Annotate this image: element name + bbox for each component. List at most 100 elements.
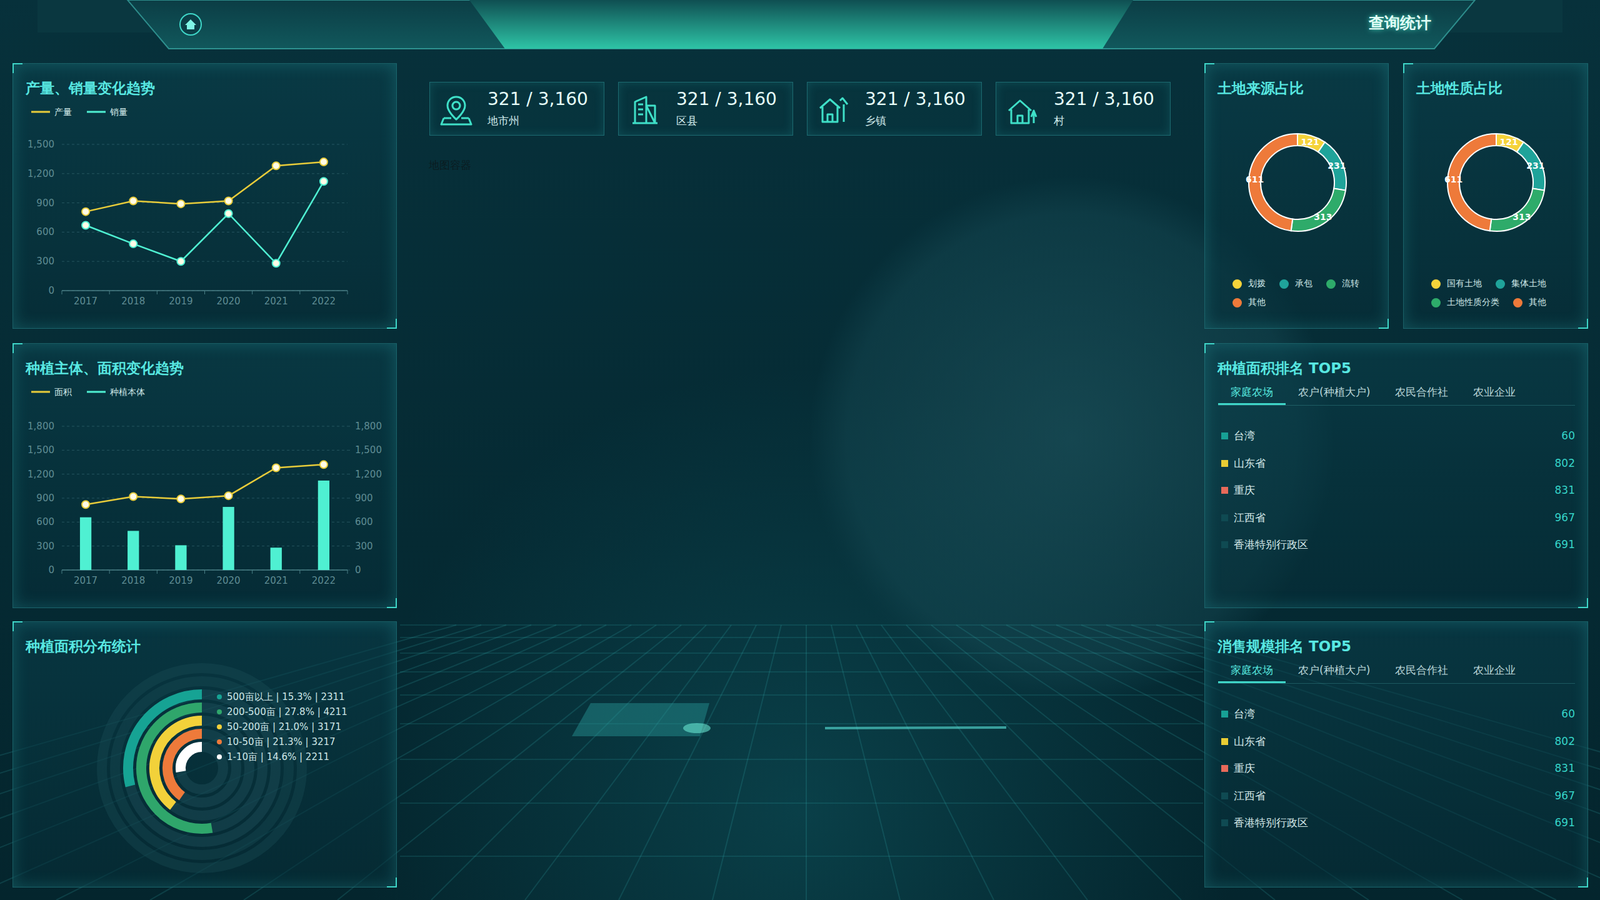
ranking-name: 香港特别行政区 <box>1233 536 1309 553</box>
legend-item: 土地性质分类 <box>1431 296 1500 309</box>
tab[interactable]: 农户(种植大户) <box>1285 382 1383 405</box>
ranking-name: 山东省 <box>1233 733 1266 750</box>
stat-icon <box>1005 91 1040 127</box>
y2-tick-label: 1,200 <box>355 468 382 480</box>
ranking-swatch <box>1221 514 1229 522</box>
stat-card: 321 / 3,160地市州 <box>429 81 605 136</box>
floor-line <box>856 625 994 900</box>
ranking-name: 山东省 <box>1233 455 1266 472</box>
x-tick-label: 2022 <box>311 575 336 587</box>
floor-line <box>431 625 707 900</box>
ranking-name: 香港特别行政区 <box>1233 814 1309 831</box>
tab[interactable]: 农民合作社 <box>1382 382 1461 405</box>
ranking-swatch <box>1221 738 1229 745</box>
y-tick-label: 1,500 <box>27 444 55 456</box>
data-label: 121 <box>1300 136 1319 147</box>
y-tick-label: 1,500 <box>27 138 55 150</box>
bar <box>175 545 187 570</box>
y-tick-label: 600 <box>36 226 55 238</box>
grid-line <box>61 173 348 174</box>
tabs: 家庭农场农户(种植大户)农民合作社农业企业 <box>1218 382 1575 406</box>
legend-dot <box>216 709 222 715</box>
header-center <box>469 0 1134 49</box>
y2-tick <box>347 450 350 451</box>
x-tick <box>61 570 63 574</box>
track <box>154 720 250 816</box>
legend-item: 承包 <box>1279 278 1313 290</box>
y-tick-label: 300 <box>36 540 55 552</box>
point <box>320 158 328 166</box>
stat-icon-path <box>820 98 848 122</box>
x-tick-label: 2019 <box>168 295 193 307</box>
slice <box>1516 141 1545 190</box>
tab[interactable]: 农业企业 <box>1460 382 1529 405</box>
stat-icon-path <box>1008 100 1037 124</box>
floor-line <box>400 624 1204 626</box>
ranking-name: 江西省 <box>1233 787 1266 804</box>
y-tick-label: 0 <box>48 564 55 576</box>
tab[interactable]: 农业企业 <box>1460 660 1529 684</box>
line <box>85 464 324 505</box>
platform-line <box>825 727 1007 729</box>
ranking-value: 60 <box>1561 427 1575 444</box>
tab[interactable]: 家庭农场 <box>1218 660 1286 684</box>
panel-trend-output: 产量、销量变化趋势03006009001,2001,50020172018201… <box>12 63 397 329</box>
ranking-name: 江西省 <box>1233 509 1266 526</box>
floor-line <box>400 758 1204 760</box>
x-tick <box>347 570 349 574</box>
ranking-value: 802 <box>1555 733 1575 750</box>
legend-label: 200-500亩 | 27.8% | 4211 <box>226 706 348 718</box>
home-icon <box>185 19 197 30</box>
tab[interactable]: 农户(种植大户) <box>1285 660 1383 684</box>
stat-label: 村 <box>1053 113 1065 129</box>
floor-line <box>400 694 1204 696</box>
data-label: 611 <box>1245 174 1264 185</box>
point <box>272 259 280 267</box>
legend-dot <box>1279 279 1289 289</box>
ranking-swatch <box>1221 460 1229 467</box>
ranking-name: 重庆 <box>1233 481 1255 499</box>
point <box>225 210 233 218</box>
ranking-swatch <box>1221 792 1229 800</box>
slice <box>1291 188 1346 232</box>
x-tick <box>109 570 110 574</box>
grid-line <box>61 426 348 427</box>
x-tick-label: 2018 <box>121 295 145 307</box>
panel-area-distribution: 种植面积分布统计500亩以上 | 15.3% | 2311200-500亩 | … <box>12 621 397 888</box>
panel-ranking: 种植面积排名 TOP5家庭农场农户(种植大户)农民合作社农业企业台湾60山东省8… <box>1204 343 1589 609</box>
home-button[interactable] <box>180 13 202 35</box>
ranking-title: 消售规模排名 TOP5 <box>1217 636 1352 657</box>
ranking-value: 831 <box>1555 481 1575 499</box>
y-tick-label: 300 <box>36 255 55 267</box>
grid-line <box>61 473 348 475</box>
legend-dot <box>1495 279 1505 289</box>
stat-value: 321 / 3,160 <box>676 88 777 110</box>
x-tick-label: 2018 <box>121 575 145 587</box>
ranking-name: 台湾 <box>1233 427 1255 444</box>
chart-title: 种植主体、面积变化趋势 <box>25 358 184 379</box>
platform-glow <box>683 723 711 734</box>
x-tick-label: 2020 <box>216 295 240 307</box>
header <box>0 0 1600 57</box>
ranking-row: 山东省802 <box>1221 455 1575 472</box>
tab[interactable]: 农民合作社 <box>1382 660 1461 684</box>
legend-label: 土地性质分类 <box>1446 296 1500 309</box>
y-tick-label: 1,200 <box>27 468 55 480</box>
ranking-row: 香港特别行政区 691 <box>1221 814 1575 831</box>
y2-tick-label: 900 <box>355 492 374 504</box>
ranking-value: 60 <box>1561 705 1575 722</box>
ranking-row: 台湾60 <box>1221 705 1575 722</box>
y2-tick <box>347 570 350 571</box>
legend-label: 其他 <box>1528 296 1547 309</box>
x-tick-label: 2022 <box>311 295 336 307</box>
chart: 121231313611 <box>1205 63 1390 252</box>
legend: 划拨承包流转其他 <box>1232 278 1380 316</box>
legend-swatch <box>86 391 106 394</box>
point <box>176 257 185 265</box>
floor-line <box>712 625 782 900</box>
ranking-value: 691 <box>1555 814 1575 831</box>
tab[interactable]: 家庭农场 <box>1218 382 1286 405</box>
legend-item: 划拨 <box>1232 278 1266 290</box>
ranking-row: 重庆831 <box>1221 760 1575 777</box>
floor-line <box>400 723 1204 725</box>
